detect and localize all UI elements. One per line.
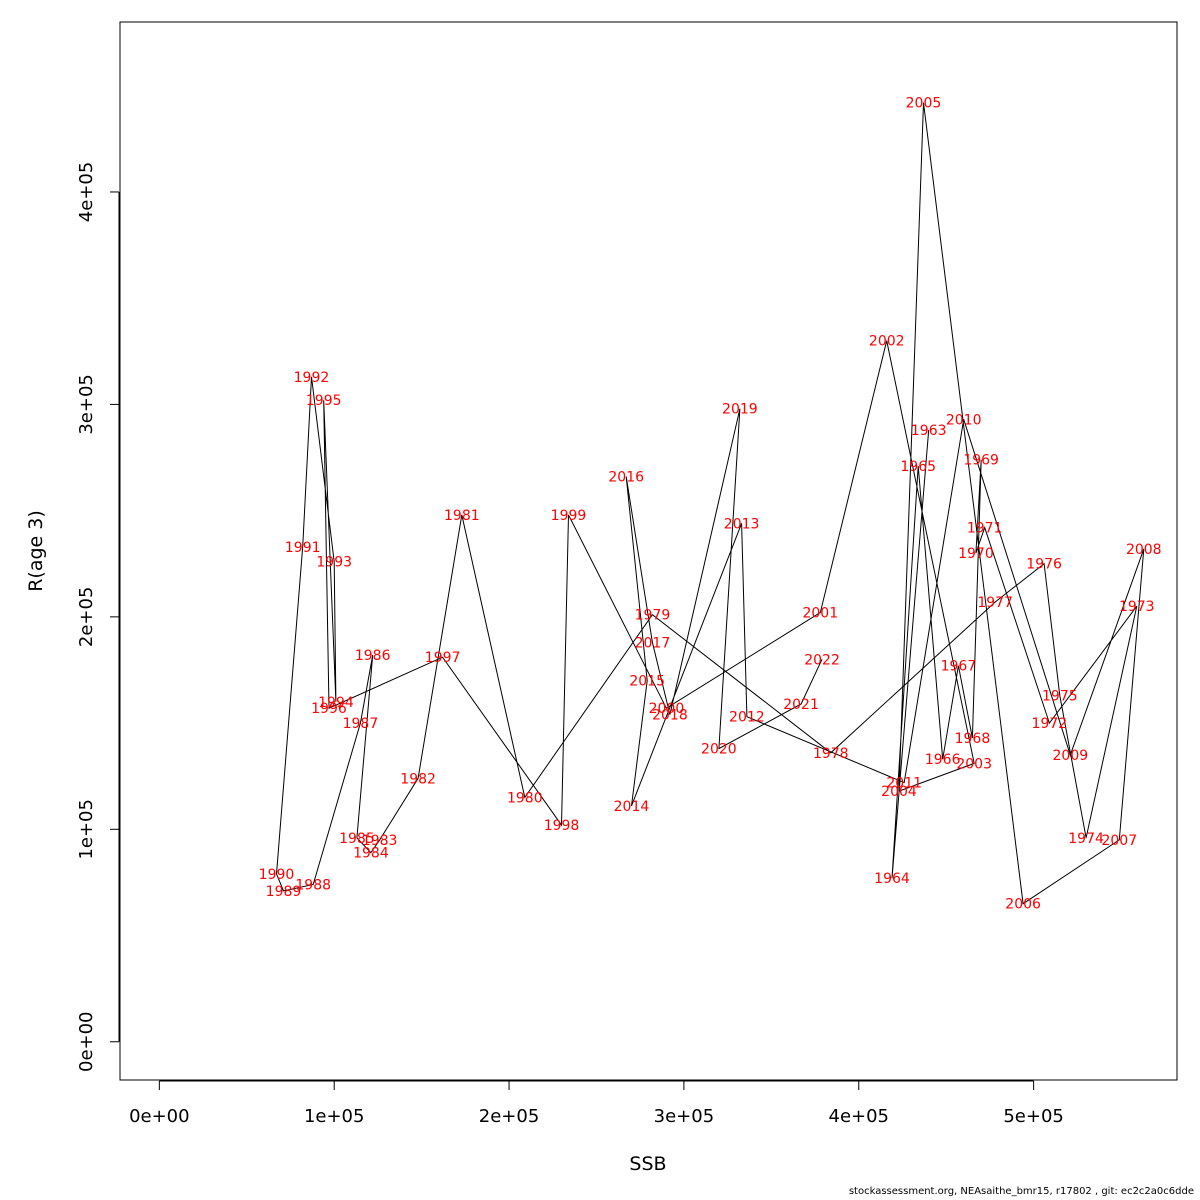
- year-label-2012: 2012: [729, 710, 765, 726]
- year-label-1973: 1973: [1119, 599, 1155, 615]
- year-label-1994: 1994: [318, 695, 354, 711]
- year-label-1995: 1995: [306, 393, 342, 409]
- x-axis-title: SSB: [629, 1153, 666, 1175]
- year-label-2013: 2013: [724, 516, 760, 532]
- year-label-1989: 1989: [266, 884, 302, 900]
- year-label-2019: 2019: [722, 402, 758, 418]
- x-axis: 0e+00 1e+05 2e+05 3e+05 4e+05 5e+05: [129, 1080, 1064, 1127]
- x-tick-label: 5e+05: [1003, 1106, 1064, 1127]
- year-label-1968: 1968: [955, 731, 991, 747]
- year-label-2003: 2003: [956, 756, 992, 772]
- year-label-2005: 2005: [906, 96, 942, 112]
- year-label-2020: 2020: [701, 742, 737, 758]
- year-label-1969: 1969: [963, 453, 999, 469]
- year-label-2010: 2010: [946, 412, 982, 428]
- year-label-1966: 1966: [925, 752, 961, 768]
- year-label-2001: 2001: [802, 606, 838, 622]
- year-label-2006: 2006: [1005, 897, 1041, 913]
- year-label-1992: 1992: [294, 370, 330, 386]
- year-label-1997: 1997: [425, 650, 461, 666]
- year-label-2008: 2008: [1126, 542, 1162, 558]
- year-label-1986: 1986: [355, 648, 391, 664]
- year-label-1976: 1976: [1026, 557, 1062, 573]
- year-label-2014: 2014: [614, 799, 650, 815]
- year-label-1967: 1967: [941, 659, 977, 675]
- x-tick-label: 2e+05: [479, 1106, 540, 1127]
- year-label-1988: 1988: [295, 878, 331, 894]
- year-label-2018: 2018: [652, 708, 688, 724]
- y-tick-label: 0e+00: [76, 1012, 97, 1073]
- year-label-2016: 2016: [608, 470, 644, 486]
- year-label-2002: 2002: [869, 334, 905, 350]
- year-label-1993: 1993: [316, 555, 352, 571]
- year-label-2017: 2017: [635, 635, 671, 651]
- year-label-1970: 1970: [958, 546, 994, 562]
- year-label-2009: 2009: [1053, 748, 1089, 764]
- year-label-2004: 2004: [881, 784, 917, 800]
- year-label-2021: 2021: [783, 697, 819, 713]
- year-label-1975: 1975: [1042, 688, 1078, 704]
- year-label-2011: 2011: [886, 776, 922, 792]
- year-label-2022: 2022: [804, 652, 840, 668]
- y-tick-label: 4e+05: [76, 162, 97, 223]
- year-label-2015: 2015: [629, 674, 665, 690]
- year-label-1977: 1977: [977, 595, 1013, 611]
- year-label-1964: 1964: [874, 871, 910, 887]
- year-label-1990: 1990: [259, 867, 295, 883]
- year-label-1965: 1965: [900, 459, 936, 475]
- year-labels: 1963 1964 1965 1966 1967 1968 1969 1970 1971 1972…: [259, 96, 1162, 913]
- year-label-1982: 1982: [400, 771, 436, 787]
- x-tick-label: 4e+05: [829, 1106, 890, 1127]
- x-tick-label: 0e+00: [129, 1106, 190, 1127]
- year-label-1963: 1963: [911, 423, 947, 439]
- year-label-1999: 1999: [551, 508, 587, 524]
- year-label-1972: 1972: [1032, 716, 1068, 732]
- year-label-1981: 1981: [444, 508, 480, 524]
- y-axis-title: R(age 3): [25, 510, 47, 592]
- year-label-2000: 2000: [649, 701, 685, 717]
- footer-credit: stockassessment.org, NEAsaithe_bmr15, r1…: [848, 1186, 1194, 1197]
- year-label-1974: 1974: [1068, 831, 1104, 847]
- year-label-1978: 1978: [813, 746, 849, 762]
- year-label-1983: 1983: [362, 833, 398, 849]
- year-label-1979: 1979: [635, 608, 671, 624]
- year-label-1991: 1991: [285, 540, 321, 556]
- year-label-1985: 1985: [339, 831, 375, 847]
- year-label-1998: 1998: [544, 818, 580, 834]
- y-tick-label: 3e+05: [76, 374, 97, 435]
- y-tick-label: 1e+05: [76, 799, 97, 860]
- year-label-1984: 1984: [353, 846, 389, 862]
- y-axis: 0e+00 1e+05 2e+05 3e+05 4e+05: [76, 162, 120, 1073]
- series-line: [275, 102, 1145, 905]
- year-label-1996: 1996: [311, 701, 347, 717]
- year-label-1971: 1971: [967, 521, 1003, 537]
- year-label-1980: 1980: [507, 790, 543, 806]
- y-tick-label: 2e+05: [76, 587, 97, 648]
- x-tick-label: 1e+05: [304, 1106, 365, 1127]
- stock-recruitment-series: [275, 102, 1145, 905]
- year-label-2007: 2007: [1101, 833, 1137, 849]
- x-tick-label: 3e+05: [654, 1106, 715, 1127]
- plot-frame: [119, 21, 1178, 1081]
- year-label-1987: 1987: [343, 716, 379, 732]
